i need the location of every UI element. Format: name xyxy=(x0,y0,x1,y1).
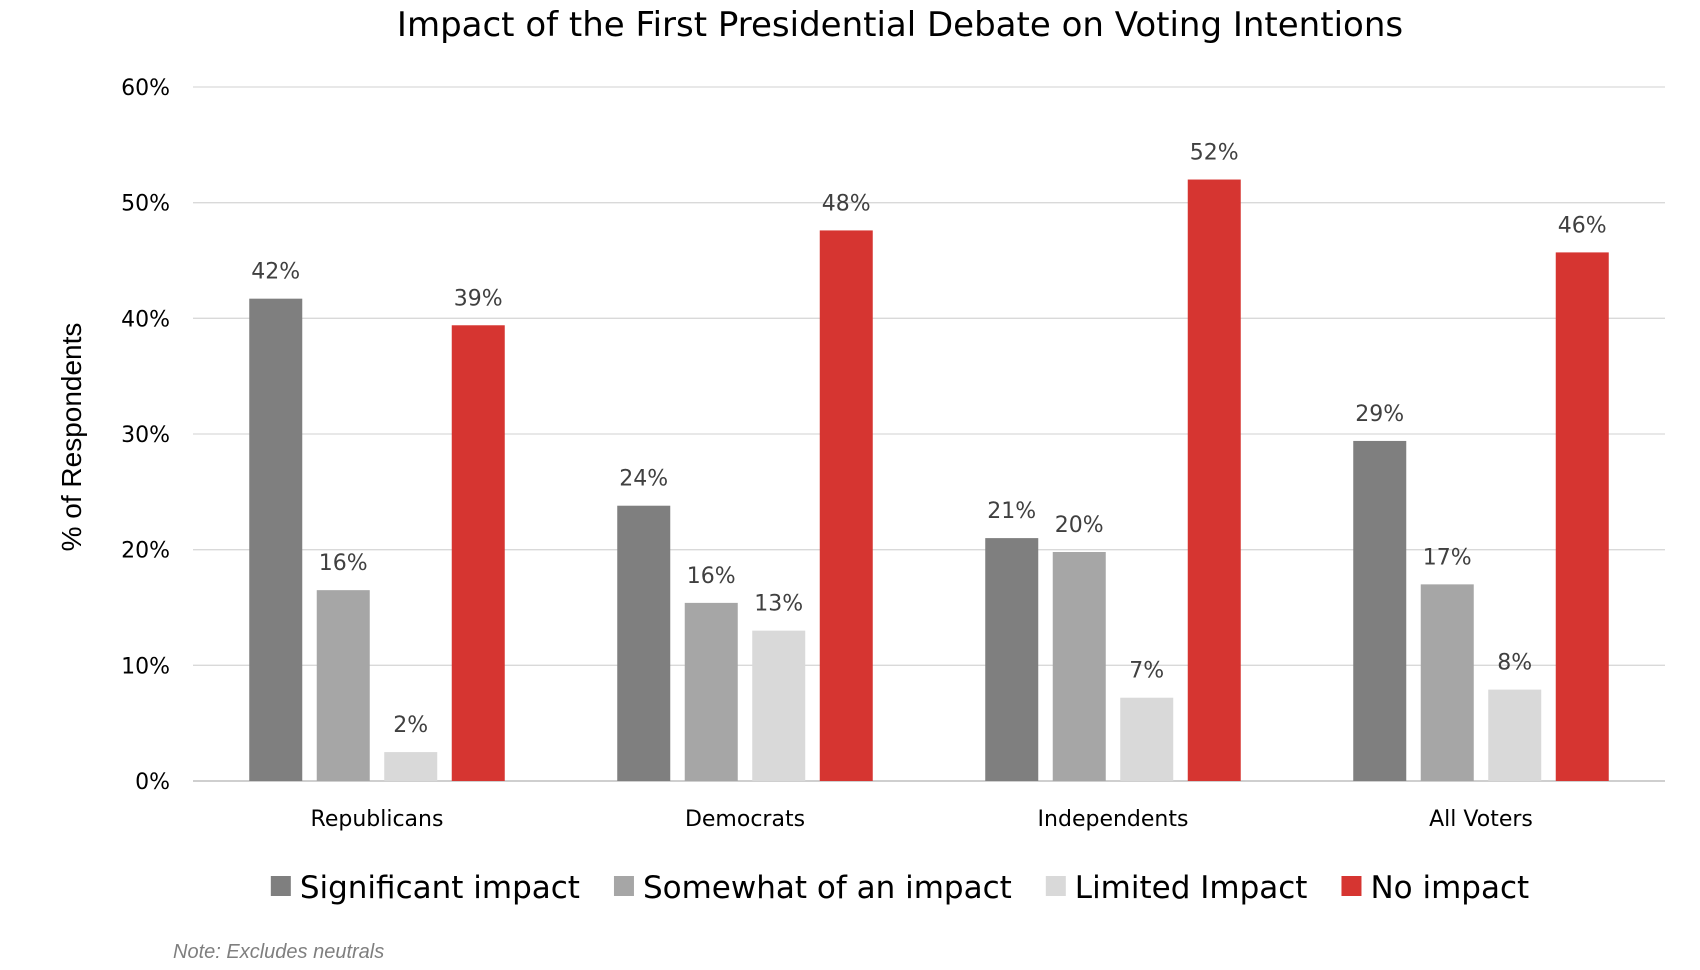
bar xyxy=(752,630,806,781)
data-label: 46% xyxy=(1558,213,1607,238)
y-axis-label: % of Respondents xyxy=(56,323,87,552)
bar xyxy=(249,298,303,781)
data-label: 16% xyxy=(319,551,368,576)
data-label: 7% xyxy=(1129,659,1164,684)
data-label: 20% xyxy=(1055,513,1104,538)
data-label: 39% xyxy=(454,286,503,311)
x-tick-label: Independents xyxy=(1038,807,1189,832)
x-tick-label: Republicans xyxy=(311,807,444,832)
x-tick-label: All Voters xyxy=(1429,807,1533,832)
x-tick-label: Democrats xyxy=(685,807,805,832)
y-tick-label: 60% xyxy=(121,76,170,101)
bar xyxy=(316,590,370,781)
y-tick-label: 40% xyxy=(121,307,170,332)
data-label: 29% xyxy=(1355,402,1404,427)
bar xyxy=(384,752,438,781)
gridlines xyxy=(193,86,1665,782)
data-label: 8% xyxy=(1497,651,1532,676)
bar xyxy=(1187,179,1241,782)
y-tick-label: 50% xyxy=(121,192,170,217)
data-label: 17% xyxy=(1423,545,1472,570)
footnote: Note: Excludes neutrals xyxy=(173,941,384,963)
bar xyxy=(1052,551,1106,781)
bar xyxy=(1555,252,1609,782)
legend-swatch xyxy=(270,876,291,896)
data-label: 24% xyxy=(619,467,668,492)
legend-item: No impact xyxy=(1341,870,1529,906)
legend-label: No impact xyxy=(1370,870,1529,906)
data-label: 13% xyxy=(754,592,803,617)
legend-label: Somewhat of an impact xyxy=(643,870,1012,906)
legend-item: Somewhat of an impact xyxy=(613,870,1012,906)
bar xyxy=(684,602,738,781)
bar xyxy=(451,325,505,781)
legend-swatch xyxy=(613,876,634,896)
legend-swatch xyxy=(1341,876,1362,896)
y-tick-label: 10% xyxy=(121,654,170,679)
legend-label: Limited Impact xyxy=(1075,870,1308,906)
data-labels: 42% 16% 2% 39% 24% 16% 13% 48% 21% 20% 7% 52% 29% 17%… xyxy=(251,141,1606,739)
bar xyxy=(819,230,873,782)
legend-item: Significant impact xyxy=(270,870,580,906)
data-label: 48% xyxy=(822,191,871,216)
x-axis-categories: Republicans Democrats Independents All Vote… xyxy=(311,807,1533,832)
bar xyxy=(985,538,1039,781)
legend-item: Limited Impact xyxy=(1045,870,1308,906)
bar xyxy=(1120,697,1174,781)
chart-title: Impact of the First Presidential Debate … xyxy=(397,5,1403,45)
bar xyxy=(1420,584,1474,781)
y-tick-label: 30% xyxy=(121,423,170,448)
bars xyxy=(249,179,1609,782)
y-tick-label: 0% xyxy=(135,770,170,795)
legend: Significant impact Somewhat of an impact L… xyxy=(270,870,1529,906)
data-label: 16% xyxy=(687,564,736,589)
data-label: 42% xyxy=(251,260,300,285)
legend-label: Significant impact xyxy=(300,870,580,906)
bar xyxy=(1353,440,1407,781)
data-label: 21% xyxy=(987,499,1036,524)
y-axis-ticks: 0% 10% 20% 30% 40% 50% 60% xyxy=(121,76,170,795)
bar xyxy=(617,505,671,781)
data-label: 52% xyxy=(1190,141,1239,166)
data-label: 2% xyxy=(393,713,428,738)
legend-swatch xyxy=(1045,876,1066,896)
bar xyxy=(1488,689,1542,781)
y-tick-label: 20% xyxy=(121,539,170,564)
